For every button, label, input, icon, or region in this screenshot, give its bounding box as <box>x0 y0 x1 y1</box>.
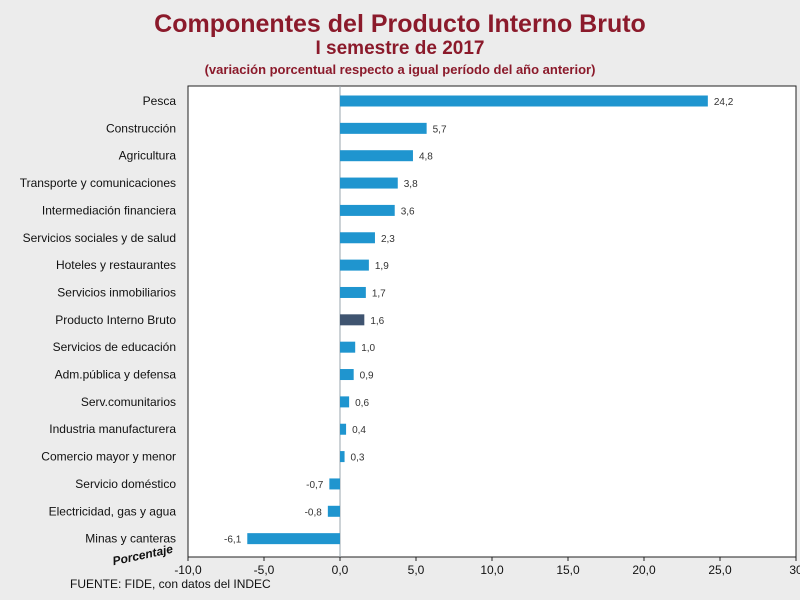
category-label: Intermediación financiera <box>42 203 176 217</box>
data-label: -0,7 <box>306 480 324 491</box>
category-label: Servicios de educación <box>53 340 176 354</box>
category-label: Construcción <box>106 121 176 135</box>
bar <box>340 177 398 189</box>
x-tick-label: 5,0 <box>408 563 425 577</box>
data-label: 1,7 <box>372 288 386 299</box>
x-tick-label: 15,0 <box>556 563 580 577</box>
data-label: 0,9 <box>360 371 374 382</box>
data-label: -0,8 <box>305 507 323 518</box>
chart-title: Componentes del Producto Interno Bruto <box>154 10 646 38</box>
bar <box>340 232 375 244</box>
x-tick-label: 25,0 <box>708 563 732 577</box>
bar <box>340 259 369 271</box>
bar <box>340 122 427 134</box>
data-label: 0,6 <box>355 398 369 409</box>
bar <box>340 314 365 326</box>
bar <box>340 451 345 463</box>
category-label: Agricultura <box>119 149 177 163</box>
bar <box>340 423 347 435</box>
chart-note: (variación porcentual respecto a igual p… <box>204 62 596 77</box>
data-label: 4,8 <box>419 152 433 163</box>
data-label: 0,4 <box>352 425 366 436</box>
data-label: 1,6 <box>370 316 384 327</box>
data-label: -6,1 <box>224 535 242 546</box>
data-label: 3,8 <box>404 179 418 190</box>
category-label: Servicios sociales y de salud <box>23 231 176 245</box>
category-label: Pesca <box>143 94 177 108</box>
chart-subtitle: I semestre de 2017 <box>315 38 485 59</box>
category-label: Minas y canteras <box>85 532 176 546</box>
bar <box>340 150 413 162</box>
category-label: Electricidad, gas y agua <box>49 504 177 518</box>
data-label: 1,9 <box>375 261 389 272</box>
x-tick-label: 30 <box>789 563 800 577</box>
data-label: 0,3 <box>351 453 365 464</box>
data-label: 3,6 <box>401 206 415 217</box>
bar <box>340 396 350 408</box>
source-note: FUENTE: FIDE, con datos del INDEC <box>70 577 271 591</box>
bar <box>340 286 366 298</box>
data-label: 1,0 <box>361 343 375 354</box>
bar <box>247 533 340 545</box>
category-label: Servicio doméstico <box>75 477 176 491</box>
category-label: Transporte y comunicaciones <box>20 176 176 190</box>
x-tick-label: 0,0 <box>332 563 349 577</box>
category-label: Serv.comunitarios <box>81 395 176 409</box>
bar <box>340 369 354 381</box>
bar <box>329 478 340 490</box>
category-label: Producto Interno Bruto <box>55 313 176 327</box>
category-label: Adm.pública y defensa <box>55 368 177 382</box>
category-label: Comercio mayor y menor <box>41 450 176 464</box>
bar <box>327 505 340 517</box>
x-tick-label: -10,0 <box>174 563 202 577</box>
bar <box>340 204 395 216</box>
category-label: Hoteles y restaurantes <box>56 258 176 272</box>
category-label: Servicios inmobiliarios <box>57 285 176 299</box>
data-label: 24,2 <box>714 97 734 108</box>
data-label: 2,3 <box>381 234 395 245</box>
x-tick-label: -5,0 <box>254 563 275 577</box>
data-label: 5,7 <box>433 124 447 135</box>
plot-area <box>187 85 797 558</box>
category-label: Industria manufacturera <box>49 422 176 436</box>
x-tick-label: 10,0 <box>480 563 504 577</box>
bar <box>340 341 356 353</box>
x-tick-label: 20,0 <box>632 563 656 577</box>
bar <box>340 95 708 107</box>
